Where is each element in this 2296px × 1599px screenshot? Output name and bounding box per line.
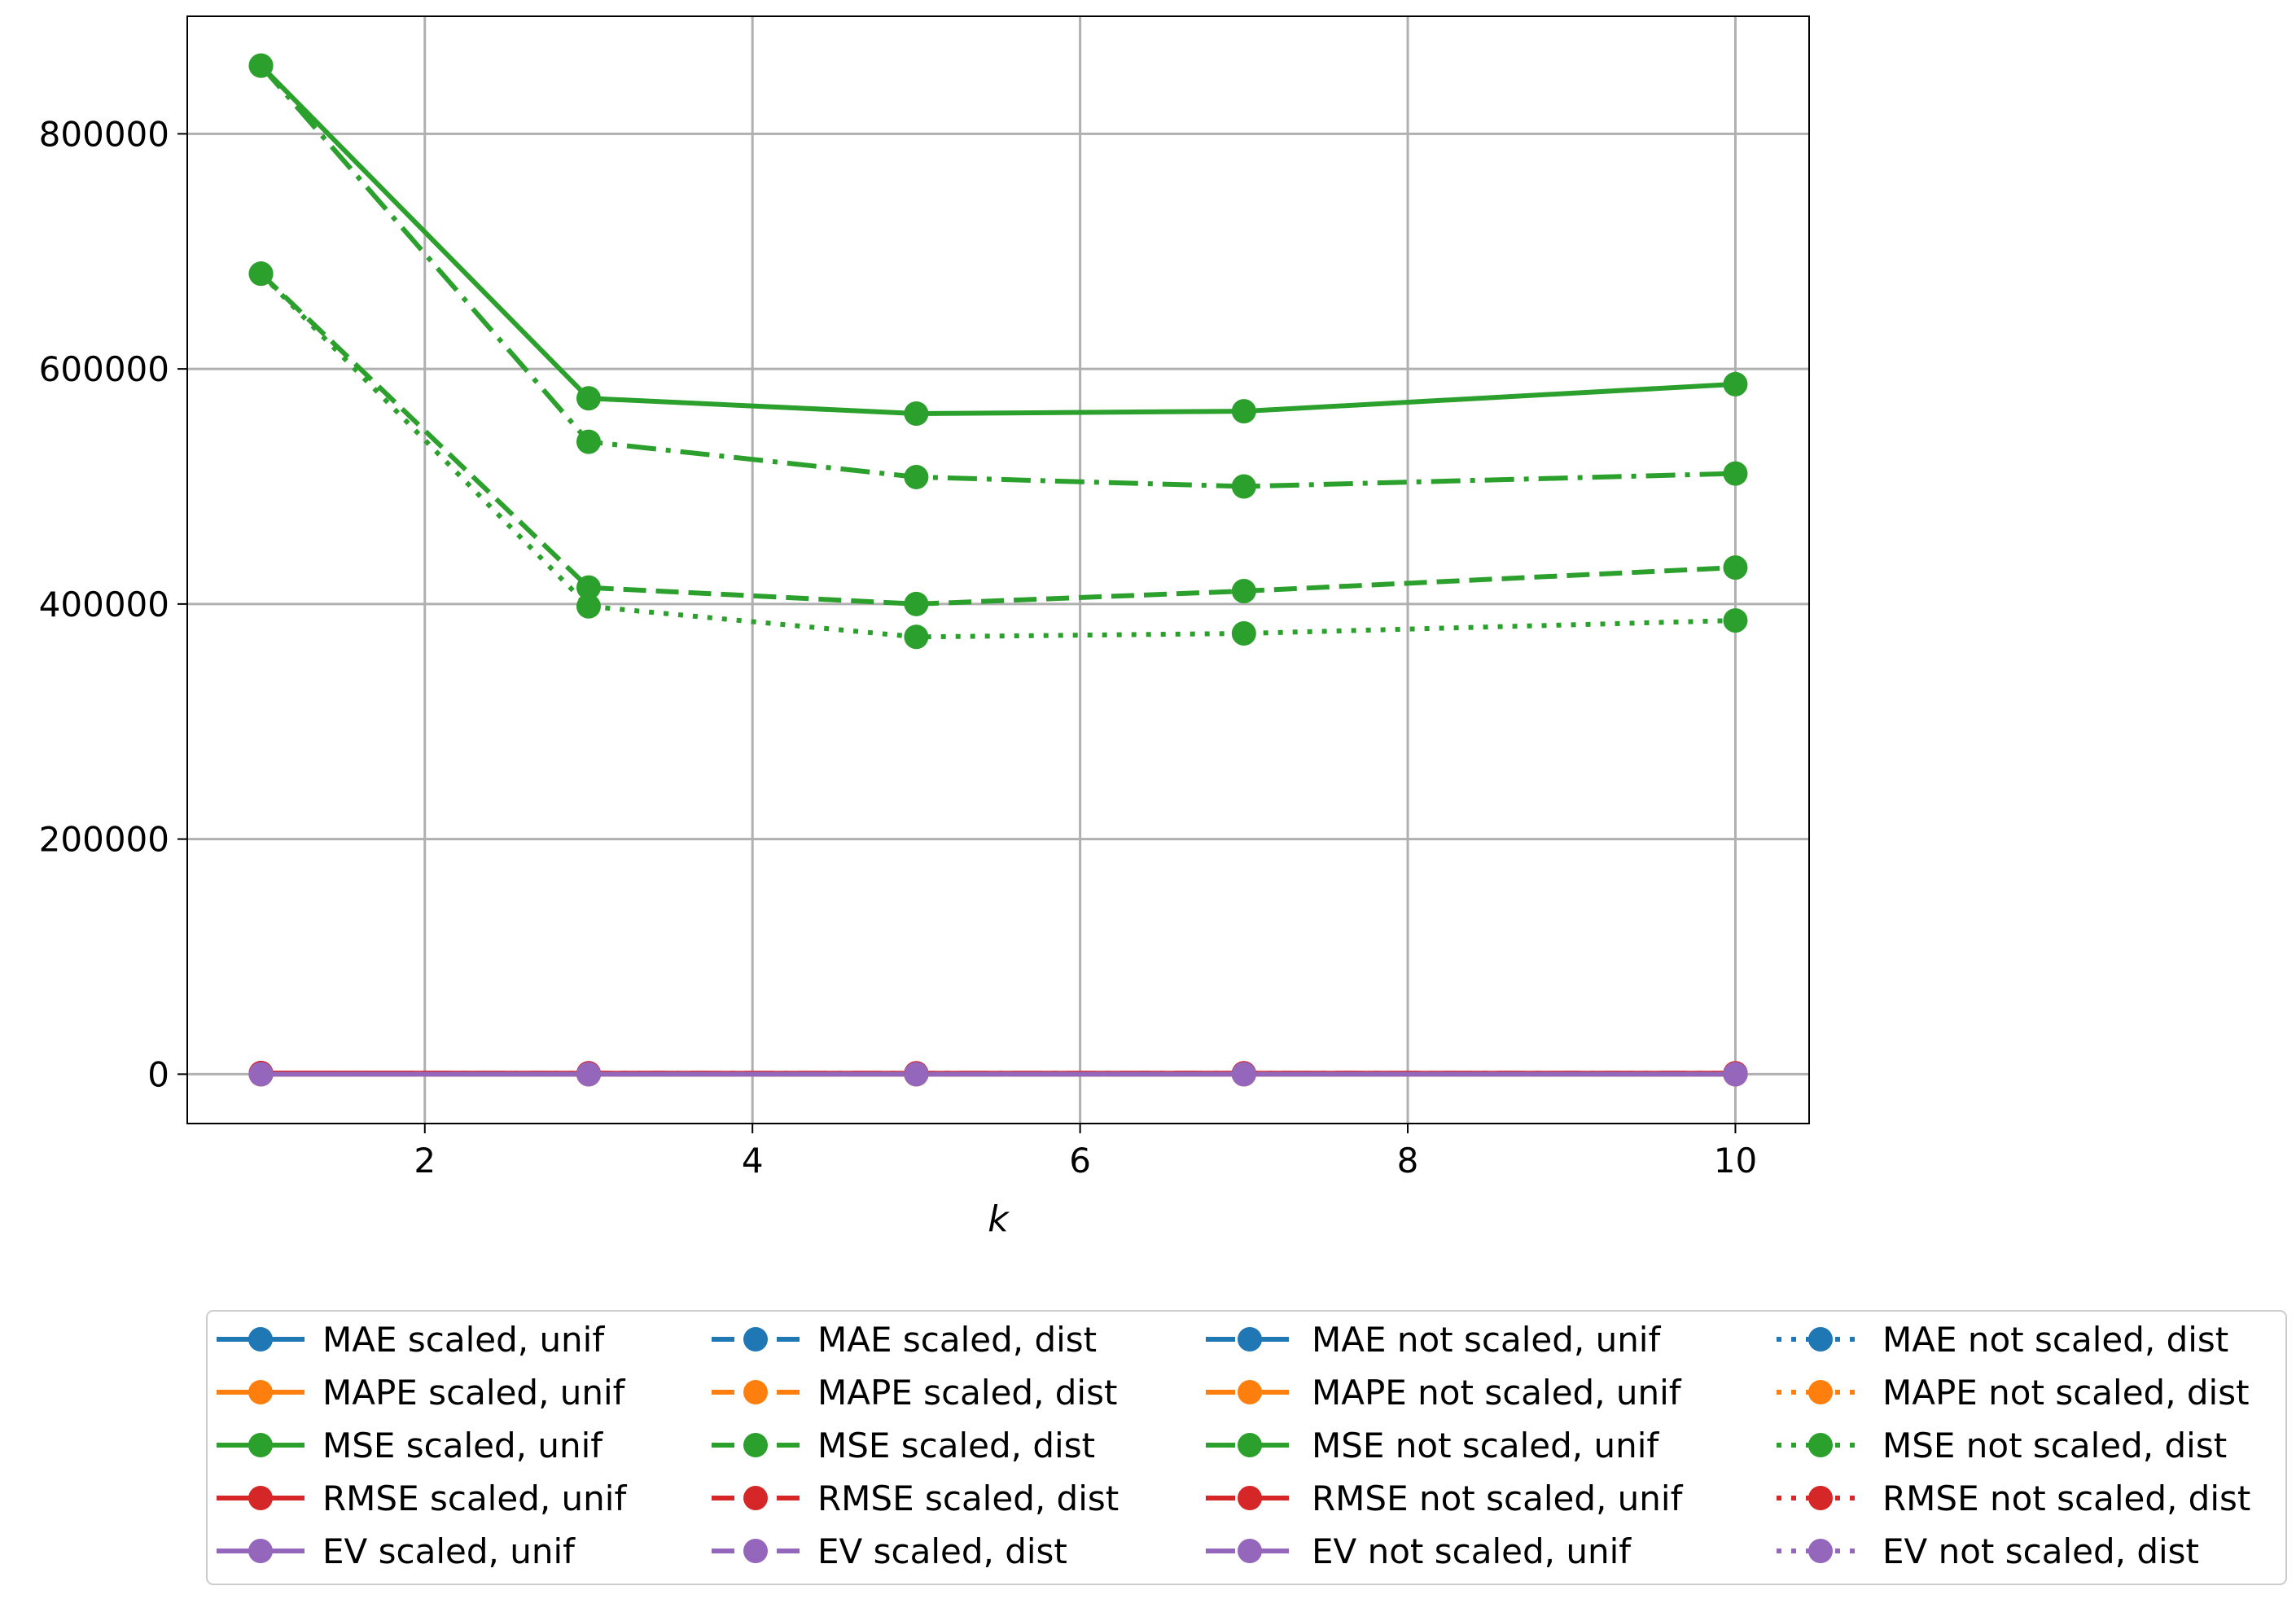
legend-marker	[1238, 1539, 1262, 1563]
legend-label: MAE not scaled, unif	[1312, 1320, 1661, 1360]
data-point	[904, 1062, 928, 1086]
data-point	[576, 386, 601, 410]
data-point	[1723, 372, 1747, 396]
legend-marker	[1238, 1486, 1262, 1510]
legend-marker	[248, 1486, 273, 1510]
legend-label: RMSE scaled, unif	[322, 1479, 627, 1518]
legend-label: MSE not scaled, dist	[1882, 1426, 2227, 1465]
data-point	[249, 54, 274, 78]
data-point	[576, 430, 601, 454]
legend-label: RMSE not scaled, dist	[1882, 1479, 2250, 1518]
legend-label: RMSE scaled, dist	[817, 1479, 1119, 1518]
legend-label: MAPE scaled, dist	[817, 1373, 1117, 1413]
data-point	[904, 592, 928, 616]
legend-label: MSE scaled, dist	[817, 1426, 1095, 1465]
legend-label: MAPE scaled, unif	[322, 1373, 626, 1413]
legend-label: MAPE not scaled, dist	[1882, 1373, 2250, 1413]
legend-marker	[743, 1486, 768, 1510]
legend-marker	[1808, 1327, 1833, 1351]
legend-marker	[248, 1433, 273, 1457]
data-point	[1232, 579, 1256, 603]
legend-marker	[743, 1327, 768, 1351]
legend-marker	[1238, 1433, 1262, 1457]
data-point	[904, 624, 928, 649]
legend-marker	[1808, 1486, 1833, 1510]
x-tick-label: 8	[1397, 1141, 1419, 1181]
data-point	[1723, 608, 1747, 633]
legend-marker	[743, 1380, 768, 1404]
legend-label: MSE not scaled, unif	[1312, 1426, 1659, 1465]
data-point	[1723, 1062, 1747, 1086]
y-tick-label: 400000	[39, 585, 169, 624]
legend: MAE scaled, unif MAPE scaled, unif MSE sca…	[207, 1311, 2286, 1584]
x-tick-label: 10	[1714, 1141, 1757, 1181]
legend-label: MAE scaled, unif	[322, 1320, 605, 1360]
x-tick-label: 2	[414, 1141, 436, 1181]
legend-marker	[743, 1539, 768, 1563]
legend-label: RMSE not scaled, unif	[1312, 1479, 1684, 1518]
data-point	[1232, 474, 1256, 498]
legend-marker	[743, 1433, 768, 1457]
legend-marker	[248, 1380, 273, 1404]
legend-label: MSE scaled, unif	[322, 1426, 603, 1465]
data-point	[904, 465, 928, 489]
data-point	[249, 261, 274, 286]
data-point	[1723, 462, 1747, 486]
y-tick-label: 0	[147, 1054, 169, 1094]
legend-marker	[1808, 1433, 1833, 1457]
legend-marker	[248, 1539, 273, 1563]
data-point	[576, 1062, 601, 1086]
y-tick-label: 800000	[39, 114, 169, 154]
legend-label: EV scaled, dist	[817, 1531, 1067, 1571]
legend-marker	[1238, 1327, 1262, 1351]
data-point	[249, 1062, 274, 1086]
data-point	[1723, 555, 1747, 580]
legend-label: EV scaled, unif	[322, 1531, 576, 1571]
x-axis-label: k	[988, 1198, 1010, 1240]
legend-marker	[1808, 1380, 1833, 1404]
y-tick-label: 600000	[39, 349, 169, 389]
data-point	[1232, 1062, 1256, 1086]
legend-marker	[1238, 1380, 1262, 1404]
legend-marker	[1808, 1539, 1833, 1563]
legend-label: EV not scaled, unif	[1312, 1531, 1632, 1571]
data-point	[1232, 621, 1256, 646]
data-point	[576, 594, 601, 619]
legend-marker	[248, 1327, 273, 1351]
x-tick-label: 6	[1069, 1141, 1091, 1181]
legend-label: MAE scaled, dist	[817, 1320, 1097, 1360]
legend-label: MAE not scaled, dist	[1882, 1320, 2228, 1360]
data-point	[904, 401, 928, 426]
data-point	[1232, 399, 1256, 423]
legend-label: EV not scaled, dist	[1882, 1531, 2199, 1571]
x-tick-label: 4	[742, 1141, 764, 1181]
legend-label: MAPE not scaled, unif	[1312, 1373, 1682, 1413]
y-tick-label: 200000	[39, 820, 169, 860]
